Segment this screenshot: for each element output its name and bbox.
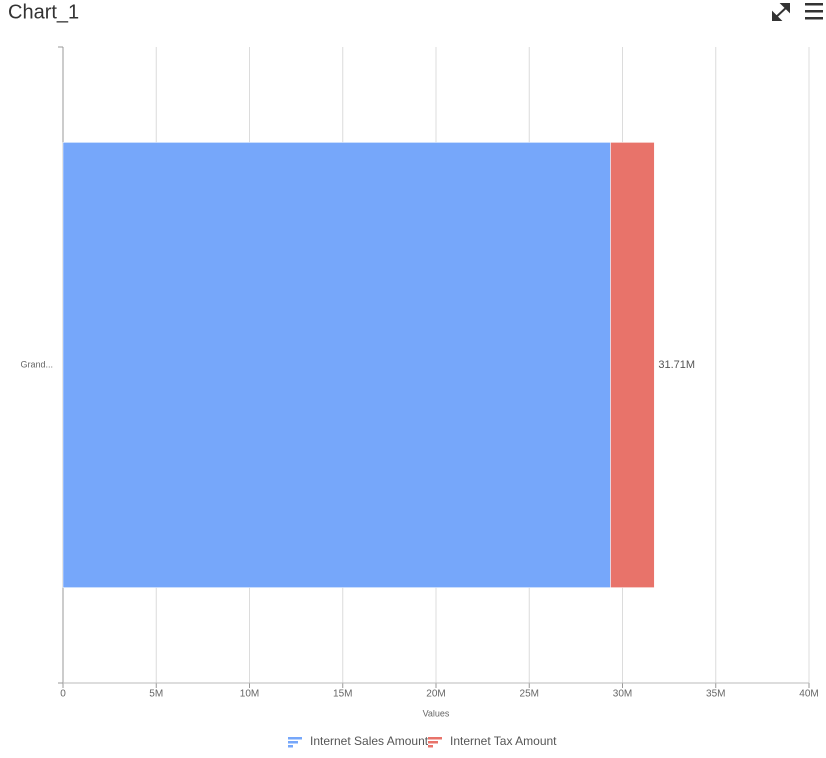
- expand-icon[interactable]: [772, 3, 790, 21]
- bar: [62, 142, 611, 588]
- legend-swatch: [288, 745, 293, 748]
- x-tick-label: 20M: [426, 689, 445, 700]
- legend-swatch: [288, 737, 302, 740]
- x-tick-label: 5M: [149, 689, 163, 700]
- legend-swatch: [288, 741, 298, 744]
- legend-swatch: [428, 741, 438, 744]
- x-axis-title: Values: [423, 708, 450, 718]
- x-tick-label: 35M: [706, 689, 725, 700]
- legend-label: Internet Tax Amount: [450, 734, 557, 748]
- x-tick-label: 10M: [240, 689, 259, 700]
- total-label: 31.71M: [658, 359, 695, 371]
- y-tick-label: Grand...: [20, 359, 53, 369]
- x-tick-label: 40M: [799, 689, 818, 700]
- bar: [610, 142, 655, 588]
- x-tick-label: 0: [60, 689, 66, 700]
- x-tick-label: 25M: [520, 689, 539, 700]
- legend-label: Internet Sales Amount: [310, 734, 429, 748]
- x-tick-label: 30M: [613, 689, 632, 700]
- legend-swatch: [428, 745, 433, 748]
- legend-swatch: [428, 737, 442, 740]
- menu-icon[interactable]: [805, 3, 823, 20]
- x-tick-label: 15M: [333, 689, 352, 700]
- chart-title: Chart_1: [8, 1, 79, 23]
